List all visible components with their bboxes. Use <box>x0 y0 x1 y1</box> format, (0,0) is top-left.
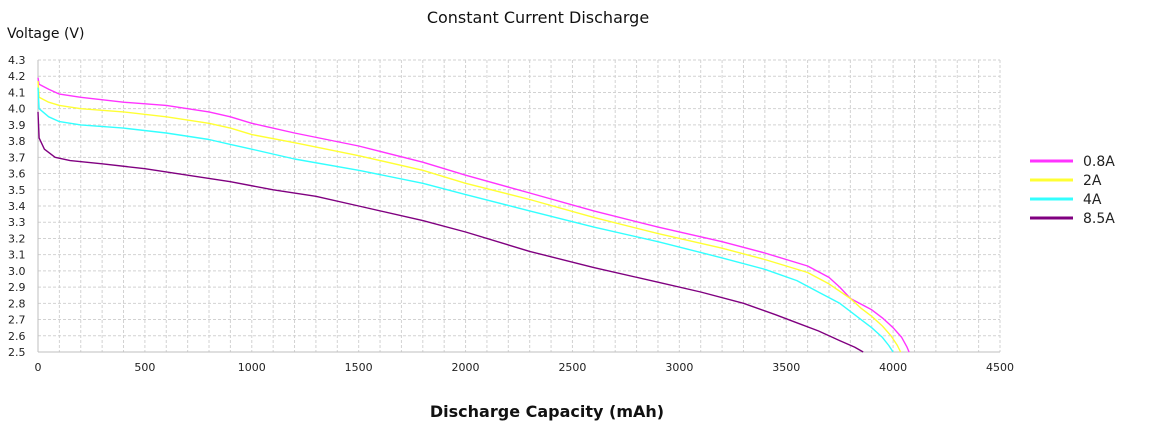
x-tick-label: 500 <box>134 361 155 374</box>
chart-title: Constant Current Discharge <box>427 8 649 27</box>
series-line-0.8A <box>37 77 910 353</box>
y-tick-label: 3.1 <box>8 249 26 262</box>
x-tick-label: 2000 <box>452 361 480 374</box>
y-tick-labels: 2.5 2.6 2.7 2.8 2.9 3.0 3.1 3.2 3.3 3.4 3.5 3.6 3.7 3… <box>8 54 26 359</box>
y-tick-label: 3.6 <box>8 168 26 181</box>
y-tick-label: 4.3 <box>8 54 26 67</box>
y-tick-label: 4.0 <box>8 103 26 116</box>
y-tick-label: 3.2 <box>8 232 26 245</box>
x-tick-label: 0 <box>35 361 42 374</box>
x-tick-label: 2500 <box>558 361 586 374</box>
axes <box>37 60 1000 353</box>
series-line-4A <box>37 87 894 353</box>
y-tick-label: 2.9 <box>8 281 26 294</box>
x-tick-label: 1500 <box>345 361 373 374</box>
y-tick-label: 4.1 <box>8 86 26 99</box>
x-tick-labels: 0 500 1000 1500 2000 2500 3000 3500 4000 4500 <box>35 361 1015 374</box>
legend-label: 2A <box>1083 173 1102 189</box>
x-tick-label: 1000 <box>238 361 266 374</box>
y-tick-label: 2.7 <box>8 314 26 327</box>
x-axis-label: Discharge Capacity (mAh) <box>430 402 664 421</box>
series-line-8.5A <box>37 111 864 353</box>
y-tick-label: 2.6 <box>8 330 26 343</box>
y-tick-label: 4.2 <box>8 70 26 83</box>
y-tick-label: 2.8 <box>8 297 26 310</box>
x-tick-label: 3500 <box>772 361 800 374</box>
y-tick-label: 3.9 <box>8 119 26 132</box>
x-tick-label: 4500 <box>986 361 1014 374</box>
legend-label: 0.8A <box>1083 154 1115 170</box>
y-tick-label: 2.5 <box>8 346 26 359</box>
y-axis-label: Voltage (V) <box>7 26 84 42</box>
x-tick-label: 4000 <box>879 361 907 374</box>
grid-lines <box>38 59 1001 352</box>
y-tick-label: 3.7 <box>8 151 26 164</box>
y-tick-label: 3.5 <box>8 184 26 197</box>
y-tick-label: 3.0 <box>8 265 26 278</box>
legend-label: 8.5A <box>1083 211 1115 227</box>
legend-label: 4A <box>1083 192 1102 208</box>
y-tick-label: 3.4 <box>8 200 26 213</box>
series-line-2A <box>37 81 902 353</box>
series-lines <box>37 77 910 353</box>
x-tick-label: 3000 <box>665 361 693 374</box>
y-tick-label: 3.3 <box>8 216 26 229</box>
legend: 0.8A 2A 4A 8.5A <box>1030 154 1115 227</box>
y-tick-label: 3.8 <box>8 135 26 148</box>
